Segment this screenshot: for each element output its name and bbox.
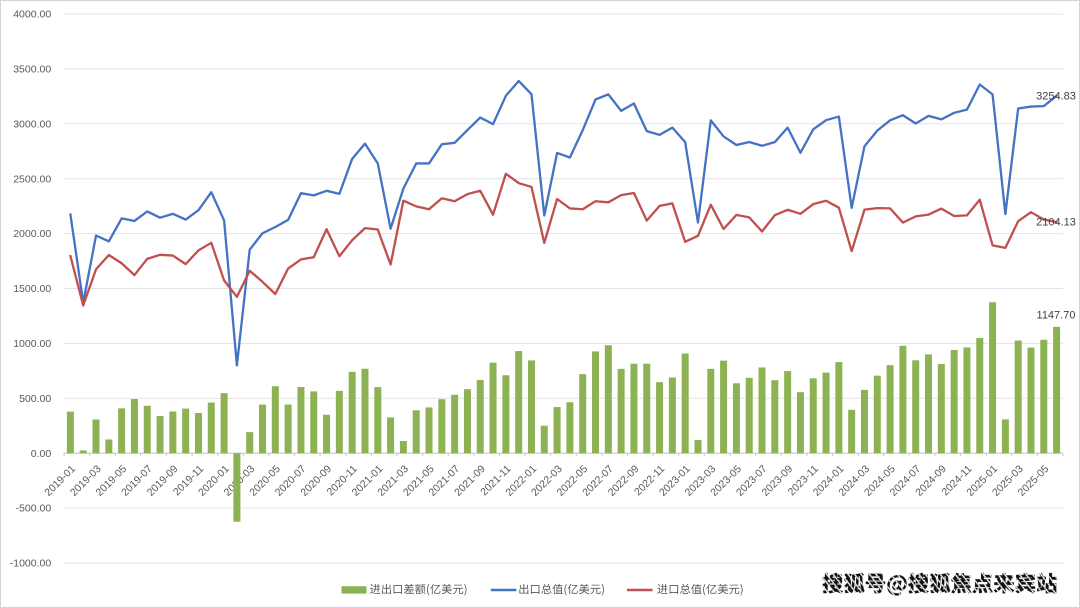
svg-text:500.00: 500.00	[19, 393, 51, 405]
svg-text:4000.00: 4000.00	[13, 9, 51, 21]
svg-text:1500.00: 1500.00	[13, 283, 51, 295]
svg-text:-1000.00: -1000.00	[10, 558, 52, 570]
svg-text:1000.00: 1000.00	[13, 338, 51, 350]
svg-text:2000.00: 2000.00	[13, 228, 51, 240]
svg-text:2500.00: 2500.00	[13, 173, 51, 185]
svg-text:-500.00: -500.00	[16, 503, 52, 515]
svg-text:1147.70: 1147.70	[1037, 310, 1076, 322]
svg-text:2104.13: 2104.13	[1036, 217, 1076, 229]
svg-text:0.00: 0.00	[31, 448, 52, 460]
svg-text:3500.00: 3500.00	[13, 64, 51, 76]
svg-text:3254.83: 3254.83	[1036, 91, 1076, 103]
svg-text:3000.00: 3000.00	[13, 118, 51, 130]
